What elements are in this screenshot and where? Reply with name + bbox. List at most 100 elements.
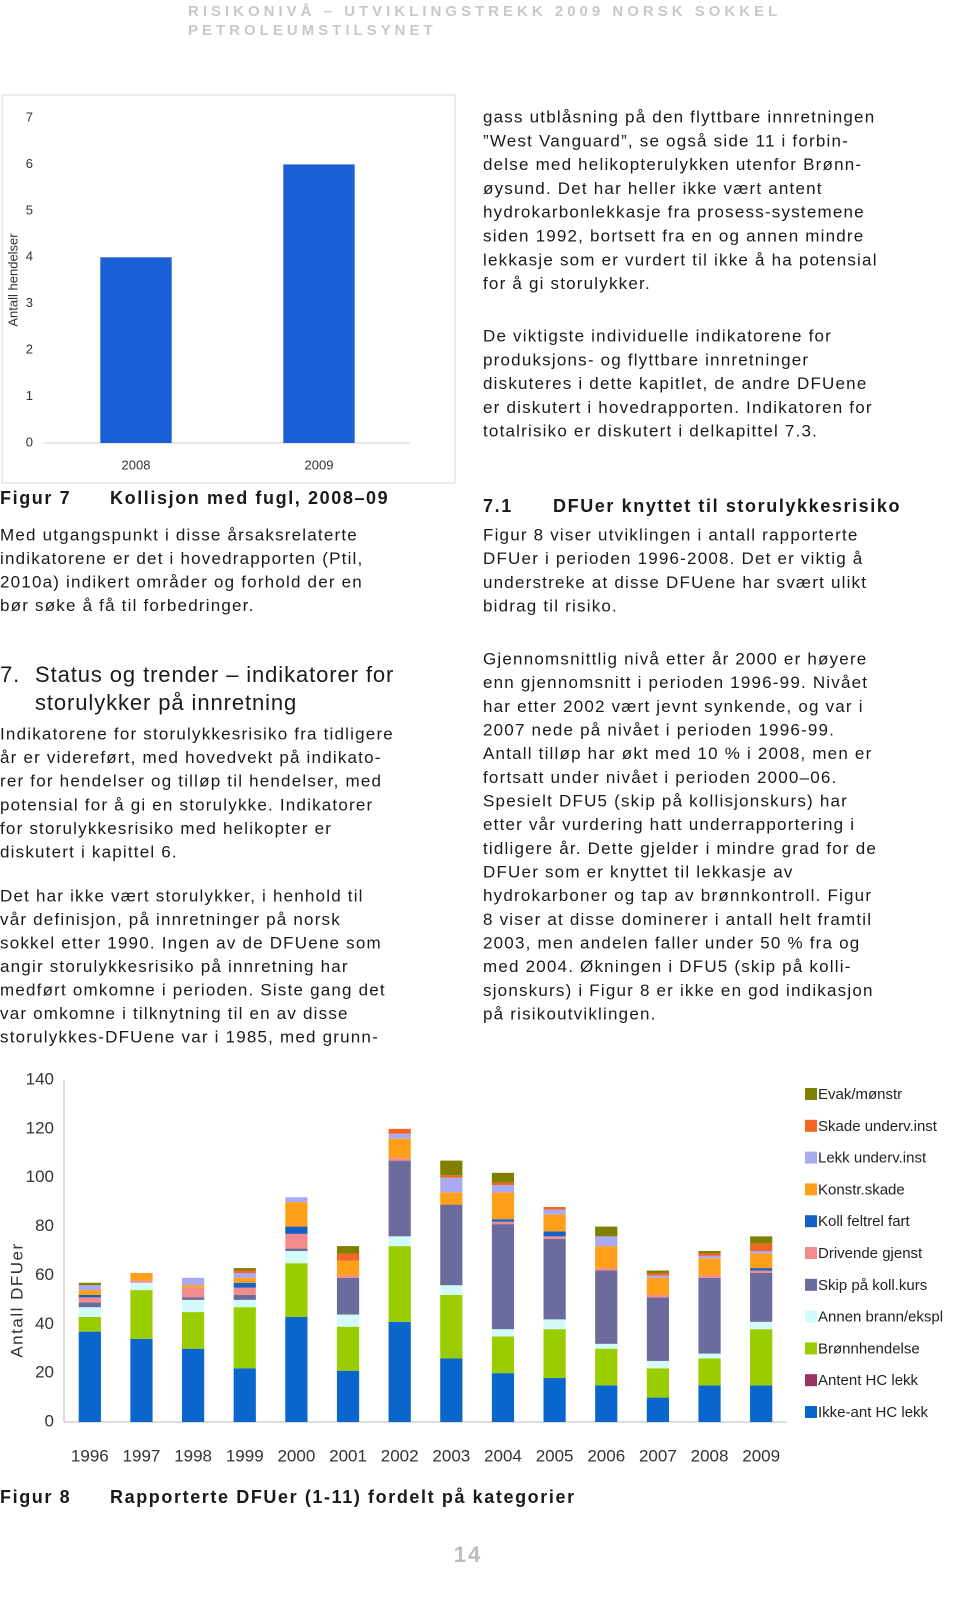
section-number: 7.1 — [483, 496, 513, 516]
x-tick-label: 1998 — [174, 1446, 212, 1465]
bar-segment — [182, 1285, 205, 1288]
y-tick-label: 0 — [26, 434, 33, 449]
bar-segment — [285, 1197, 308, 1203]
x-tick-label: 2009 — [305, 457, 334, 472]
bar-segment — [543, 1329, 566, 1379]
header-title: RISIKONIVÅ – UTVIKLINGSTREKK 2009 NORSK … — [188, 3, 781, 20]
x-tick-label: 2006 — [587, 1446, 625, 1465]
legend-label: Evak/mønstr — [818, 1086, 902, 1103]
paragraph-line: siden 1992, bortsett fra en og annen min… — [483, 226, 864, 245]
paragraph-line: produksjons- og flyttbare innretninger — [483, 350, 809, 369]
bar-segment — [78, 1297, 101, 1303]
figure-caption: Rapporterte DFUer (1-11) fordelt på kate… — [110, 1487, 576, 1507]
paragraph-line: indikatorene er det i hovedrapporten (Pt… — [0, 549, 363, 568]
bar-segment — [388, 1246, 411, 1322]
paragraph-line: totalrisiko er diskutert i delkapittel 7… — [483, 422, 818, 441]
paragraph-line: hydrokarbonlekkasje fra prosess-systemen… — [483, 203, 865, 222]
bar-segment — [543, 1209, 566, 1215]
bar-segment — [646, 1275, 669, 1278]
paragraph-line: Figur 8 viser utviklingen i antall rappo… — [483, 525, 859, 544]
bar-segment — [440, 1192, 463, 1205]
paragraph-line: gass utblåsning på den flyttbare innretn… — [483, 107, 875, 126]
y-tick-label: 3 — [26, 295, 33, 310]
bar-segment — [388, 1321, 411, 1422]
paragraph-line: rer for hendelser og tilløp til hendelse… — [0, 772, 382, 791]
bar-segment — [646, 1360, 669, 1369]
bar-segment — [595, 1268, 618, 1271]
x-tick-label: 2009 — [742, 1446, 780, 1465]
bar-segment — [388, 1160, 411, 1237]
bar-segment — [285, 1226, 308, 1234]
paragraph-line: sokkel etter 1990. Ingen av de DFUene so… — [0, 933, 382, 952]
legend-swatch — [805, 1151, 817, 1164]
x-tick-label: 2007 — [639, 1446, 677, 1465]
bar-segment — [182, 1297, 205, 1300]
x-tick-label: 1996 — [71, 1446, 109, 1465]
paragraph-line: ”West Vanguard”, se også side 11 i forbi… — [483, 131, 849, 150]
bar-segment — [698, 1255, 721, 1259]
legend-swatch — [805, 1247, 817, 1259]
section-title: Status og trender – indikatorer for — [35, 662, 394, 687]
bar-segment — [130, 1290, 153, 1339]
y-tick-label: 40 — [35, 1314, 54, 1333]
bar-segment — [182, 1287, 205, 1298]
y-tick-label: 140 — [26, 1069, 54, 1088]
paragraph-line: med 2004. Økningen i DFU5 (skip på kolli… — [483, 957, 852, 976]
bar-segment — [750, 1329, 773, 1386]
bar-segment — [285, 1251, 308, 1264]
bar-segment — [595, 1385, 618, 1422]
bar-segment — [130, 1280, 153, 1283]
y-tick-label: 6 — [26, 156, 33, 171]
bar-segment — [78, 1285, 101, 1291]
paragraph-line: 2007 nede på nivået i perioden 1996-99. — [483, 720, 835, 739]
paragraph-line: De viktigste individuelle indikatorene f… — [483, 326, 832, 345]
paragraph-line: etter vår vurdering hatt underrapporteri… — [483, 815, 855, 834]
bar-segment — [182, 1299, 205, 1313]
bar-segment — [595, 1348, 618, 1386]
bar-segment — [336, 1246, 360, 1254]
x-tick-label: 2001 — [329, 1446, 367, 1465]
legend-label: Ikke-ant HC lekk — [818, 1404, 929, 1421]
bar-segment — [491, 1219, 515, 1222]
bar-segment — [543, 1231, 566, 1237]
bar-segment — [750, 1270, 773, 1273]
bar-segment — [646, 1272, 669, 1276]
bar-segment — [440, 1160, 463, 1176]
bar-segment — [646, 1294, 669, 1298]
bar-segment — [698, 1275, 721, 1278]
bar-segment — [646, 1368, 669, 1398]
paragraph-line: fortsatt under nivået i perioden 2000–06… — [483, 768, 837, 787]
y-tick-label: 1 — [26, 388, 33, 403]
paragraph-line: storulykkes-DFUene var i 1985, med grunn… — [0, 1027, 379, 1046]
y-tick-label: 80 — [35, 1216, 54, 1235]
bar-segment — [491, 1336, 515, 1374]
legend-swatch — [805, 1183, 817, 1196]
bar-segment — [750, 1385, 773, 1422]
bar-segment — [78, 1307, 101, 1317]
y-tick-label: 2 — [26, 342, 33, 357]
legend-label: Antent HC lekk — [818, 1372, 919, 1389]
bar-segment — [440, 1175, 463, 1178]
y-tick-label: 0 — [45, 1411, 54, 1430]
bar-segment — [388, 1236, 411, 1247]
paragraph-line: er diskutert i hovedrapporten. Indikator… — [483, 398, 873, 417]
paragraph-line: understreke at disse DFUene har svært ul… — [483, 573, 867, 592]
paragraph-line: Det har ikke vært storulykker, i henhold… — [0, 886, 364, 905]
bar-segment — [233, 1277, 256, 1283]
y-tick-label: 4 — [26, 249, 33, 264]
bar-segment — [595, 1246, 618, 1269]
bar-segment — [233, 1368, 256, 1422]
paragraph-line: tidligere år. Dette gjelder i mindre gra… — [483, 839, 877, 858]
y-axis-label: Antall DFUer — [7, 1242, 26, 1357]
bar-segment — [388, 1133, 411, 1139]
legend-label: Drivende gjenst — [818, 1245, 923, 1262]
paragraph-line: vår definisjon, på innretninger på norsk — [0, 910, 341, 929]
bar-segment — [285, 1202, 308, 1227]
bar-segment — [750, 1268, 773, 1271]
bar-segment — [130, 1282, 153, 1291]
bar-segment — [233, 1272, 256, 1278]
bar-segment — [543, 1236, 566, 1239]
bar-segment — [698, 1277, 721, 1354]
x-tick-label: 2003 — [432, 1446, 470, 1465]
bar-segment — [285, 1233, 308, 1249]
